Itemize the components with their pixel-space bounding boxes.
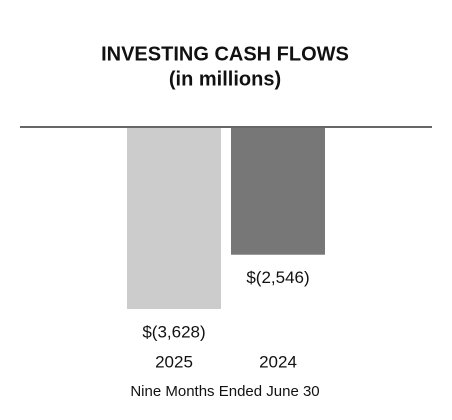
bar xyxy=(231,127,325,255)
x-axis-label: Nine Months Ended June 30 xyxy=(130,383,319,400)
x-tick-label: 2025 xyxy=(155,352,193,371)
x-tick-label: 2024 xyxy=(259,352,297,371)
value-label: $(2,546) xyxy=(246,268,309,287)
bar xyxy=(127,127,221,309)
chart-subtitle: (in millions) xyxy=(169,68,281,90)
chart-title: INVESTING CASH FLOWS xyxy=(101,43,349,65)
value-label: $(3,628) xyxy=(142,322,205,341)
